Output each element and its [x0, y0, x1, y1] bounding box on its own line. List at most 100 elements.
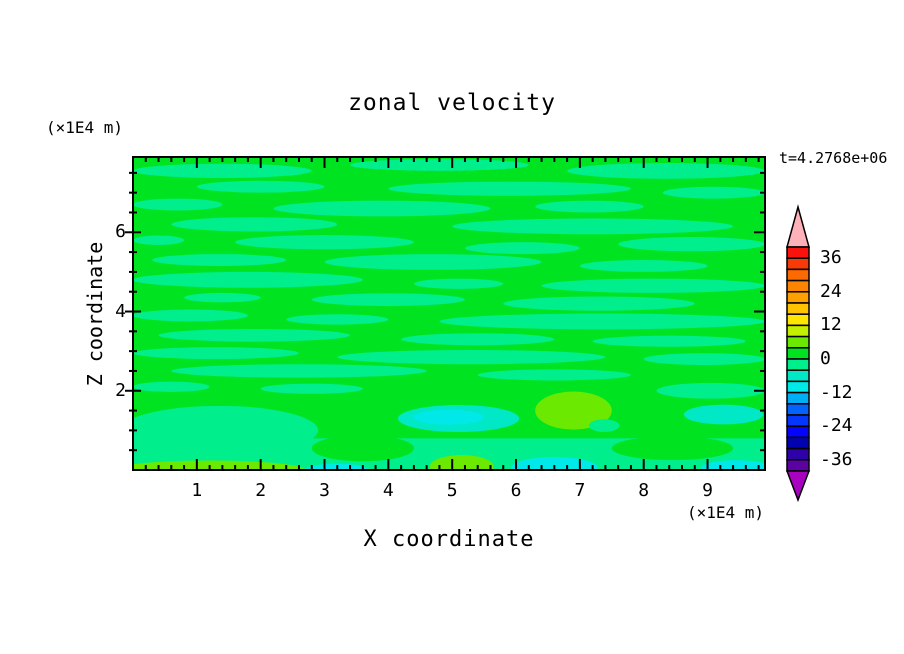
velocity-streak	[324, 254, 542, 270]
colorbar-canvas	[785, 204, 811, 503]
z-tick-label: 6	[115, 221, 126, 243]
velocity-streak	[579, 260, 708, 272]
plot-border	[132, 156, 766, 471]
contour-region	[683, 404, 764, 425]
colorbar-tick-label: 24	[820, 280, 842, 302]
velocity-streak	[592, 335, 746, 347]
colorbar-segment	[786, 447, 810, 461]
velocity-streak	[541, 278, 765, 293]
y-axis-title: Z coordinate	[83, 241, 107, 387]
contour-region	[413, 409, 485, 425]
velocity-streak	[152, 254, 287, 266]
velocity-streak	[171, 364, 427, 378]
colorbar-tick-label: -36	[820, 448, 853, 470]
x-tick-label: 5	[446, 480, 458, 501]
colorbar-tick-label: 0	[820, 348, 831, 369]
colorbar-segment	[786, 335, 810, 349]
velocity-streak	[133, 198, 223, 211]
velocity-streak	[618, 237, 765, 252]
x-tick-label: 4	[382, 480, 394, 501]
colorbar-under-arrow	[785, 470, 811, 503]
velocity-streak	[337, 349, 606, 365]
contour-plot-area	[125, 156, 766, 471]
velocity-streak	[171, 217, 338, 232]
colorbar	[785, 204, 811, 503]
colorbar-segment	[786, 369, 810, 383]
colorbar-tick-label: 36	[820, 247, 842, 269]
velocity-streak	[133, 381, 210, 392]
velocity-streak	[662, 186, 765, 199]
axes	[125, 156, 766, 471]
contour-region	[611, 436, 734, 461]
colorbar-tick-label: -24	[820, 415, 853, 437]
contour-region	[311, 435, 414, 462]
velocity-streak	[643, 353, 765, 366]
velocity-streak	[401, 333, 555, 346]
colorbar-over-arrow	[786, 204, 810, 248]
velocity-streak	[477, 369, 631, 381]
velocity-streak	[452, 218, 734, 235]
contour-region	[701, 460, 765, 470]
x-tick-label: 1	[191, 480, 203, 501]
velocity-streak	[196, 180, 325, 193]
x-tick-label: 2	[255, 480, 267, 501]
colorbar-segment	[786, 436, 810, 450]
colorbar-segment	[786, 324, 810, 338]
velocity-streak	[133, 347, 299, 360]
contour-field	[133, 157, 765, 470]
velocity-streak	[311, 293, 465, 306]
colorbar-segment	[786, 246, 810, 259]
velocity-streak	[158, 328, 351, 342]
velocity-streak	[439, 313, 765, 330]
velocity-streak	[503, 296, 695, 311]
colorbar-body	[785, 204, 811, 503]
colorbar-segment	[786, 302, 810, 315]
colorbar-segment	[786, 279, 810, 293]
colorbar-segment	[786, 414, 810, 427]
time-annotation: t=4.2768e+06	[779, 149, 888, 167]
colorbar-segment	[786, 459, 810, 472]
velocity-streak	[273, 200, 491, 217]
colorbar-segment	[786, 291, 810, 304]
x-tick-label: 3	[319, 480, 330, 501]
contour-region	[510, 456, 598, 470]
colorbar-tick-label: 12	[820, 314, 842, 336]
x-tick-label: 6	[510, 480, 522, 501]
velocity-streak	[350, 158, 529, 171]
velocity-streak	[286, 314, 389, 325]
velocity-streak	[413, 278, 504, 289]
contour-region	[133, 405, 319, 455]
velocity-streak	[464, 242, 580, 255]
velocity-streak	[133, 271, 363, 288]
x-tick-label: 7	[574, 480, 586, 501]
velocity-streak	[235, 235, 414, 250]
velocity-streak	[260, 383, 363, 394]
velocity-streak	[656, 382, 765, 399]
colorbar-segment	[786, 268, 810, 282]
z-axis-unit-label: (×1E4 m)	[46, 118, 124, 137]
x-axis-unit-label: (×1E4 m)	[687, 503, 765, 522]
colorbar-segment	[786, 403, 810, 416]
velocity-streak	[133, 163, 312, 178]
chart-title: zonal velocity	[348, 90, 556, 116]
colorbar-segment	[786, 391, 810, 405]
contour-region	[133, 460, 306, 470]
colorbar-segment	[786, 358, 810, 371]
velocity-streak	[388, 181, 631, 196]
colorbar-tick-label: -12	[820, 381, 853, 403]
contour-plot-canvas	[125, 156, 766, 471]
z-tick-label: 4	[115, 300, 126, 322]
colorbar-segment	[786, 380, 810, 394]
velocity-streak	[133, 235, 185, 245]
z-tick-label: 2	[115, 379, 126, 401]
colorbar-segment	[786, 347, 810, 360]
colorbar-segment	[786, 313, 810, 327]
velocity-streak	[567, 162, 765, 179]
velocity-streak	[535, 200, 644, 213]
colorbar-segment	[786, 257, 810, 271]
colorbar-segment	[786, 425, 810, 439]
contour-region	[588, 419, 620, 432]
velocity-streak	[133, 309, 248, 322]
contour-region	[535, 391, 612, 430]
